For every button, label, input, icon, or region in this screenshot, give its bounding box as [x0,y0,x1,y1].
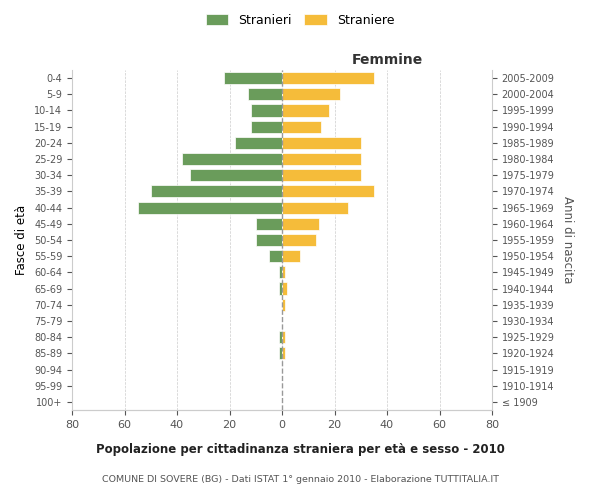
Legend: Stranieri, Straniere: Stranieri, Straniere [201,8,399,32]
Bar [280,266,282,278]
Bar [282,331,284,343]
Bar [190,169,282,181]
Bar [282,250,301,262]
Bar [182,153,282,165]
Bar [256,218,282,230]
Bar [280,348,282,360]
Y-axis label: Anni di nascita: Anni di nascita [561,196,574,284]
Y-axis label: Fasce di età: Fasce di età [16,205,28,275]
Bar [248,88,282,101]
Bar [282,202,347,213]
Bar [251,120,282,132]
Bar [282,137,361,149]
Bar [282,169,361,181]
Bar [282,72,374,84]
Bar [282,153,361,165]
Bar [151,186,282,198]
Bar [235,137,282,149]
Bar [282,348,284,360]
Bar [282,282,287,294]
Bar [282,120,322,132]
Bar [282,104,329,117]
Bar [137,202,282,213]
Text: Femmine: Femmine [352,52,422,66]
Bar [280,331,282,343]
Text: COMUNE DI SOVERE (BG) - Dati ISTAT 1° gennaio 2010 - Elaborazione TUTTITALIA.IT: COMUNE DI SOVERE (BG) - Dati ISTAT 1° ge… [101,476,499,484]
Bar [282,186,374,198]
Text: Popolazione per cittadinanza straniera per età e sesso - 2010: Popolazione per cittadinanza straniera p… [95,444,505,456]
Bar [282,266,284,278]
Bar [282,218,319,230]
Bar [282,88,340,101]
Bar [282,234,316,246]
Bar [256,234,282,246]
Bar [251,104,282,117]
Bar [280,282,282,294]
Bar [282,298,284,311]
Bar [224,72,282,84]
Bar [269,250,282,262]
